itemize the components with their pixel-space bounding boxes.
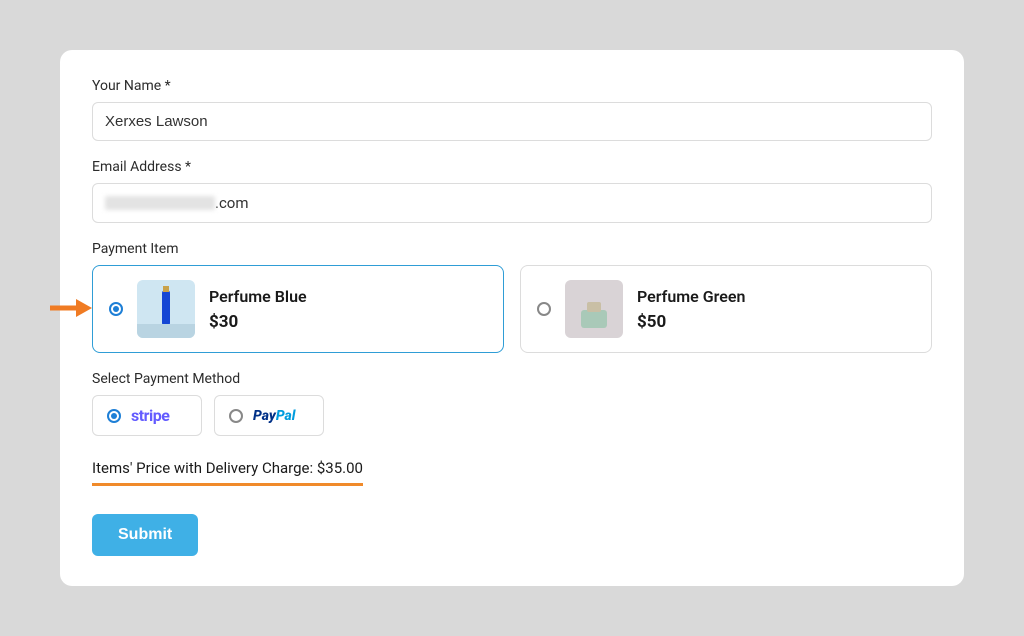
item-name: Perfume Blue bbox=[209, 287, 307, 306]
product-thumb-perfume-green bbox=[565, 280, 623, 338]
payment-item-perfume-blue[interactable]: Perfume Blue $30 bbox=[92, 265, 504, 353]
payment-method-label: Select Payment Method bbox=[92, 371, 932, 387]
email-label: Email Address * bbox=[92, 159, 932, 175]
item-name: Perfume Green bbox=[637, 287, 745, 306]
payment-item-perfume-green[interactable]: Perfume Green $50 bbox=[520, 265, 932, 353]
email-suffix: .com bbox=[215, 194, 249, 212]
name-label: Your Name * bbox=[92, 78, 932, 94]
annotation-arrow-icon bbox=[48, 293, 92, 323]
radio-icon[interactable] bbox=[537, 302, 551, 316]
redacted-email-prefix bbox=[105, 196, 215, 210]
payment-method-stripe[interactable]: stripe bbox=[92, 395, 202, 436]
radio-icon[interactable] bbox=[229, 409, 243, 423]
name-input[interactable] bbox=[92, 102, 932, 141]
radio-icon[interactable] bbox=[109, 302, 123, 316]
radio-icon[interactable] bbox=[107, 409, 121, 423]
total-label: Items' Price with Delivery Charge: bbox=[92, 459, 317, 477]
email-input[interactable]: .com bbox=[92, 183, 932, 223]
stripe-logo: stripe bbox=[131, 406, 169, 425]
payment-item-label: Payment Item bbox=[92, 241, 932, 257]
payment-method-paypal[interactable]: PayPal bbox=[214, 395, 324, 436]
item-price: $50 bbox=[637, 312, 745, 332]
checkout-form-card: Your Name * Email Address * .com Payment… bbox=[60, 50, 964, 586]
total-price-line: Items' Price with Delivery Charge: $35.0… bbox=[92, 459, 363, 486]
payment-items-row: Perfume Blue $30 Perfume Green $50 bbox=[92, 265, 932, 353]
product-thumb-perfume-blue bbox=[137, 280, 195, 338]
item-price: $30 bbox=[209, 312, 307, 332]
total-value: $35.00 bbox=[317, 459, 363, 477]
item-text: Perfume Blue $30 bbox=[209, 287, 307, 332]
payment-methods-row: stripe PayPal bbox=[92, 395, 932, 436]
paypal-logo: PayPal bbox=[253, 408, 295, 424]
submit-button[interactable]: Submit bbox=[92, 514, 198, 556]
item-text: Perfume Green $50 bbox=[637, 287, 745, 332]
